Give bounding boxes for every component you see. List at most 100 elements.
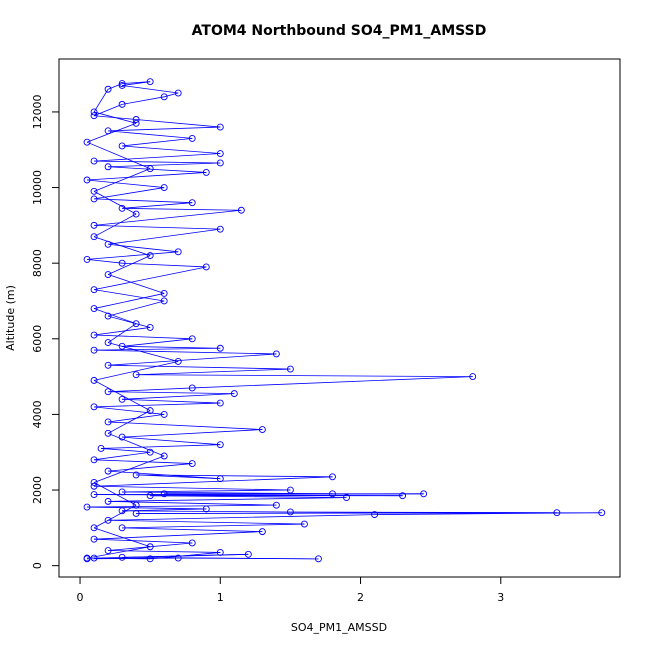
series-segment [94,459,193,464]
data-point [216,475,224,483]
data-point [132,210,140,218]
data-point [90,491,98,499]
series-segment [93,289,165,302]
data-point [118,142,126,150]
series-segment [107,432,165,457]
series-segment [93,482,137,506]
series-segment [94,334,193,340]
series-segment [122,81,151,84]
series-segment [94,451,151,461]
series-segment [122,207,242,211]
data-point [272,350,280,358]
series-segment [122,510,291,513]
data-point [118,433,126,441]
series-segment [93,213,137,238]
data-point [104,429,112,437]
series-segment [122,393,235,400]
data-point [104,516,112,524]
data-point [174,358,182,365]
data-point [188,539,196,547]
data-point [132,320,140,328]
data-point [90,554,98,562]
data-point [160,490,168,498]
data-point [83,138,91,146]
data-point [174,554,182,562]
data-point [202,168,210,176]
series-segment [87,251,179,260]
data-point [104,163,112,171]
series-segment [122,489,291,493]
data-point [202,505,210,513]
data-point [83,554,91,562]
data-point [104,240,112,248]
series-segment [136,368,291,376]
data-point [132,371,140,379]
series-segment [108,519,305,525]
series-segment [108,364,291,370]
series-segment [107,274,165,294]
series-segment [93,111,137,124]
data-point [343,494,350,502]
data-point [230,390,238,398]
data-point [83,503,91,511]
y-tick-label: 6000 [31,325,44,353]
data-point [469,373,477,381]
series-segment [87,258,123,264]
y-tick-label: 2000 [31,476,44,504]
data-point [118,488,126,496]
data-point [146,407,154,415]
series-segment [122,556,319,560]
x-axis: 0 1 2 3 [77,576,504,604]
series-segment [101,444,221,449]
series-segment [93,89,109,113]
data-point [160,93,168,101]
series-segment [86,546,151,559]
series-segment [94,557,151,560]
data-point [118,82,126,89]
data-point [118,80,126,88]
data-point [146,555,154,563]
data-point [160,184,168,192]
data-point [90,524,98,532]
data-point [90,376,98,384]
data-point [90,403,98,411]
series-segment [94,209,242,226]
data-point [132,510,140,517]
data-point [132,471,140,479]
x-tick-label: 2 [357,591,364,604]
data-point [315,555,322,563]
data-point [118,553,126,561]
data-point [118,204,126,212]
series-segment [93,104,123,117]
data-point [104,85,112,93]
series-segment [94,160,221,164]
data-point [329,490,336,498]
series-segment [122,96,165,105]
data-point [216,548,224,556]
series-segment [94,153,221,162]
data-point [371,511,379,519]
data-point [188,384,196,392]
series-segment [122,202,193,209]
y-tick-label: 0 [31,562,44,569]
series-segment [122,145,221,154]
series-segment [94,485,291,491]
series-segment [93,168,151,192]
data-point [146,252,154,260]
data-point [160,452,168,460]
data-point [258,426,266,433]
data-point [90,221,98,229]
data-point [90,482,98,490]
series-segment [108,391,235,395]
series-segment [94,224,221,230]
data-point [90,535,98,543]
y-tick-label: 10000 [31,170,44,205]
series-segment [94,402,221,408]
series-segment [94,198,193,204]
series-segment [107,342,179,362]
series-segment [108,126,221,132]
series-segment [94,349,277,355]
series-segment [122,338,193,347]
series-segment [290,511,557,514]
data-point [104,388,112,396]
